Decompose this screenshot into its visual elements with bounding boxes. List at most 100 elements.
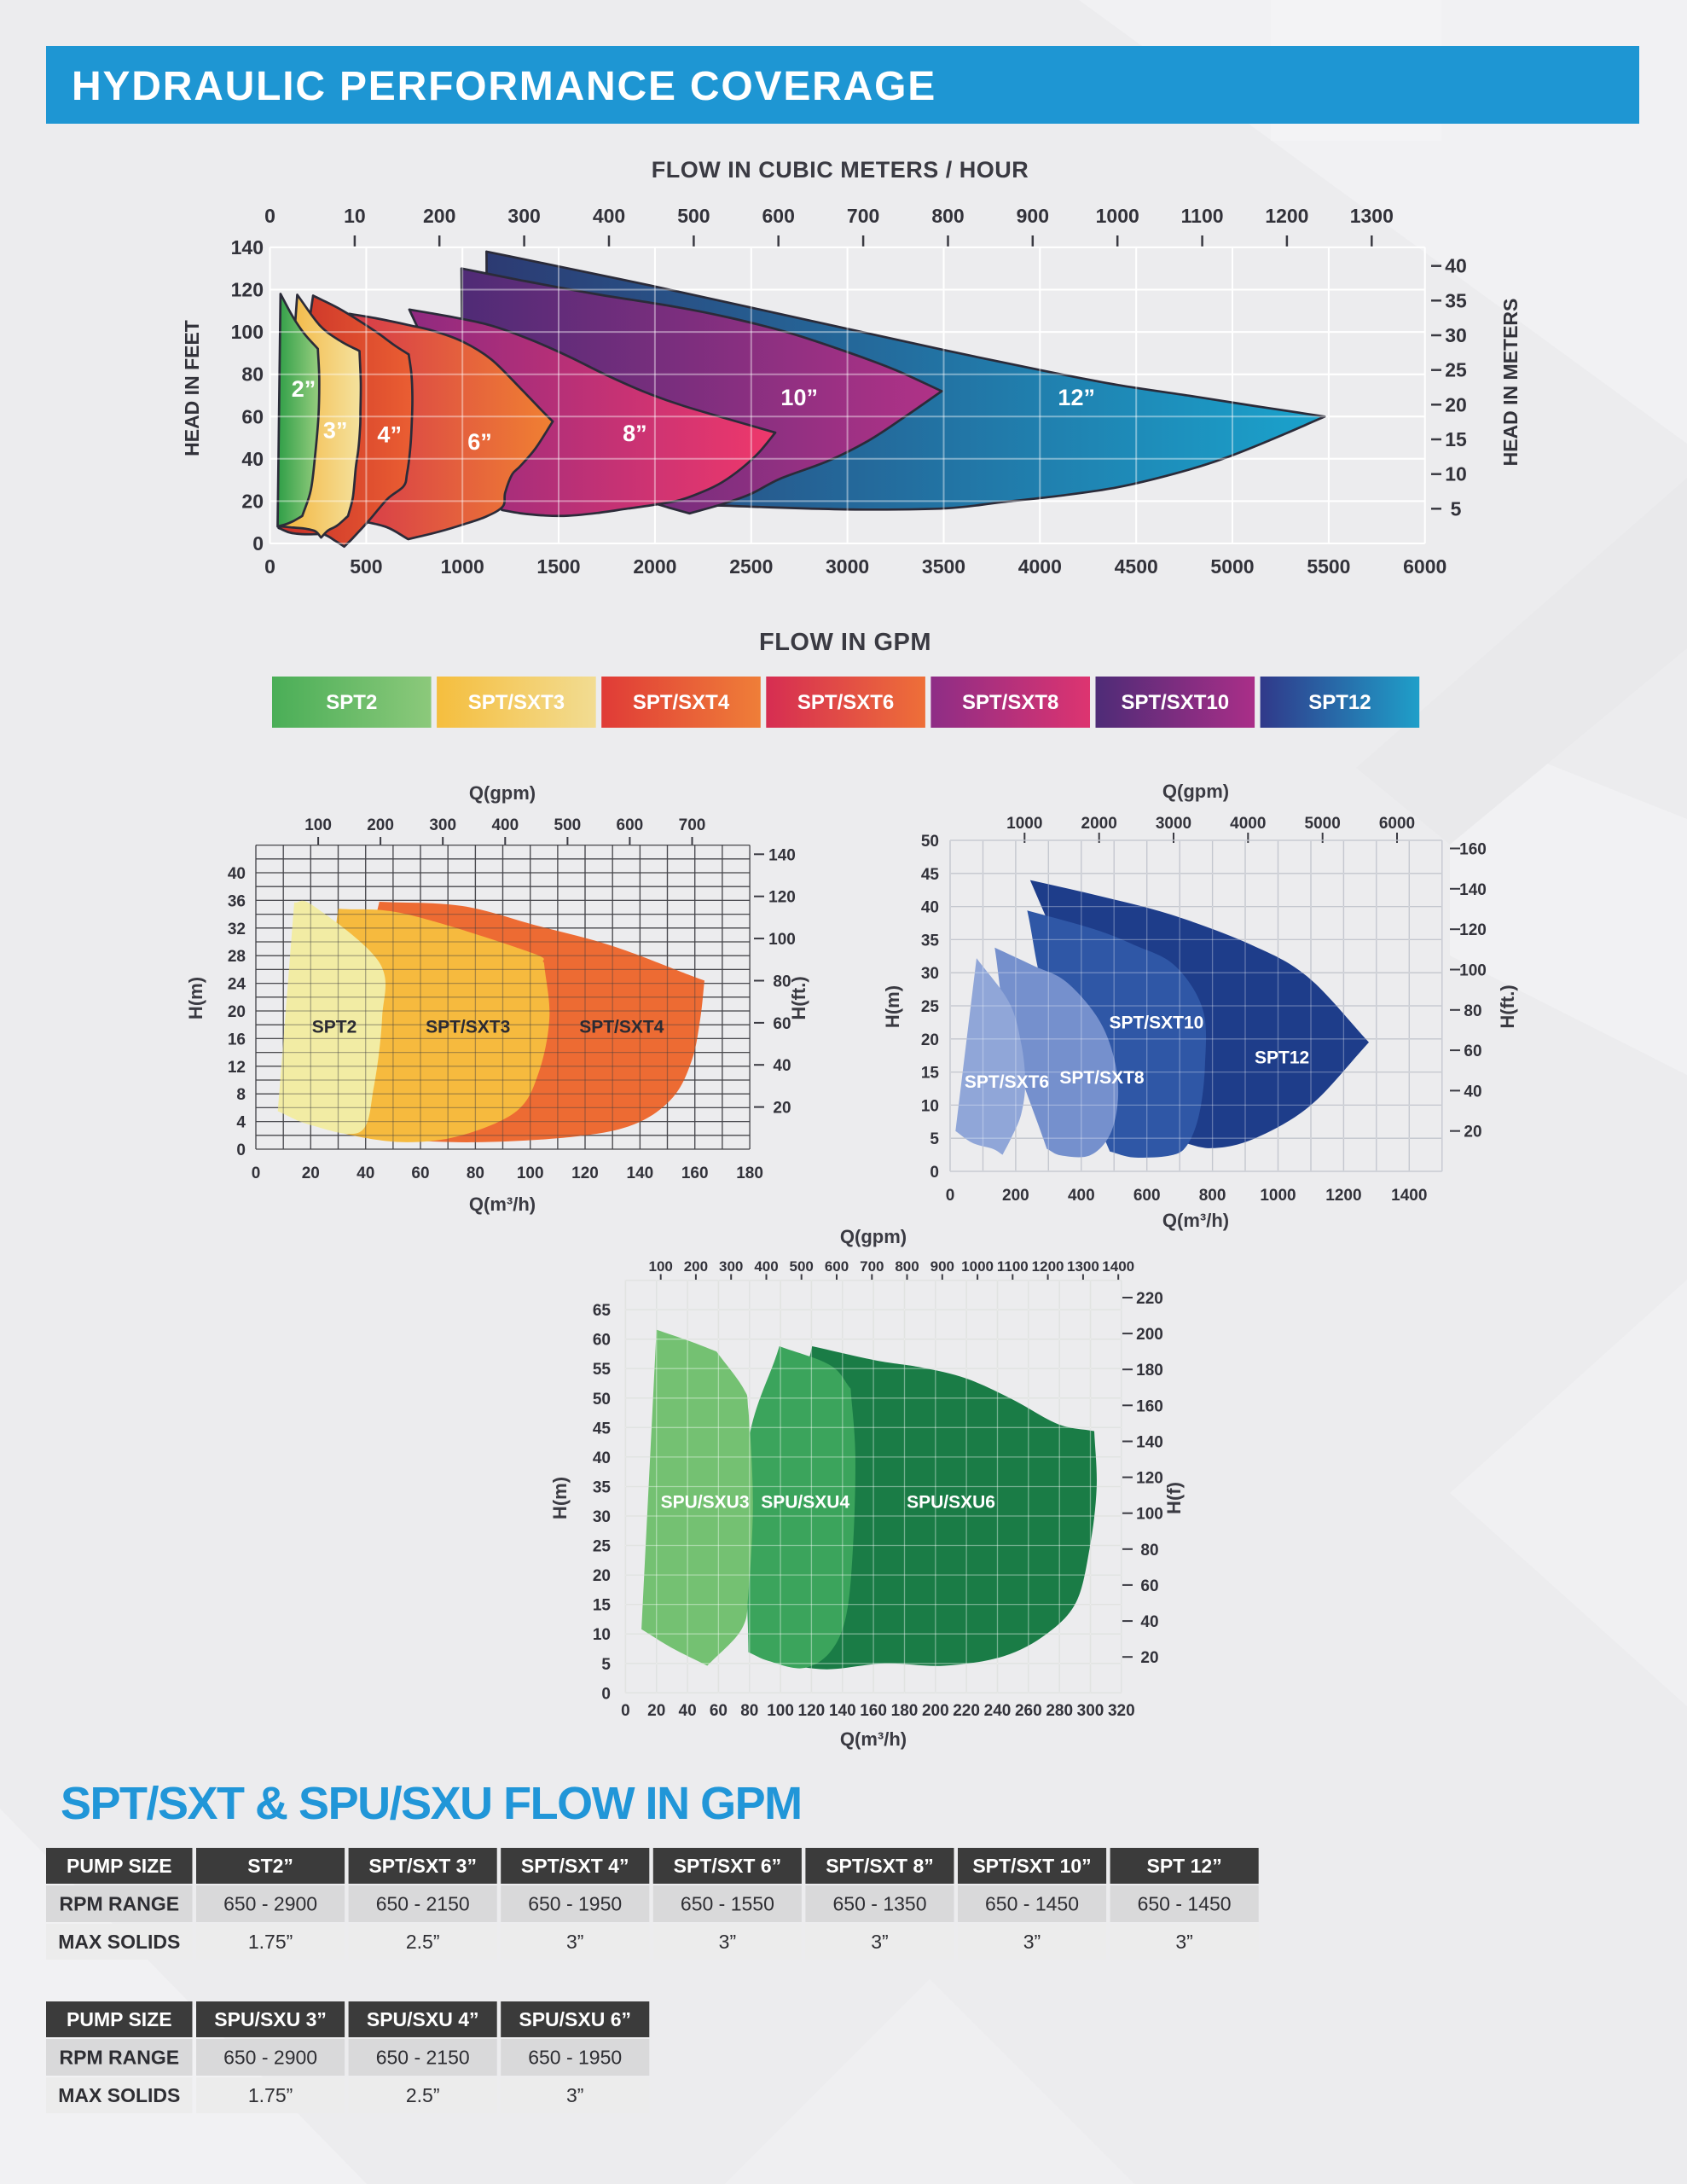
svg-text:H(m): H(m): [882, 985, 903, 1028]
svg-text:6000: 6000: [1379, 815, 1415, 833]
svg-text:40: 40: [773, 1057, 791, 1075]
svg-text:FLOW IN GPM: FLOW IN GPM: [759, 629, 931, 656]
svg-text:SPU/SXU6: SPU/SXU6: [907, 1492, 995, 1512]
svg-text:8”: 8”: [623, 421, 647, 446]
svg-text:60: 60: [710, 1702, 728, 1720]
svg-text:4000: 4000: [1230, 815, 1266, 833]
svg-text:300: 300: [507, 205, 540, 227]
svg-text:900: 900: [930, 1258, 954, 1275]
svg-text:28: 28: [228, 948, 246, 966]
svg-text:0: 0: [946, 1187, 955, 1205]
svg-text:3”: 3”: [1175, 1931, 1192, 1953]
svg-text:2.5”: 2.5”: [406, 1931, 440, 1953]
svg-text:12: 12: [228, 1059, 246, 1077]
svg-text:1100: 1100: [1181, 205, 1224, 227]
svg-text:35: 35: [1445, 289, 1467, 311]
svg-text:60: 60: [241, 405, 264, 427]
svg-text:600: 600: [825, 1258, 849, 1275]
svg-text:1.75”: 1.75”: [248, 1931, 293, 1953]
svg-text:4”: 4”: [377, 421, 402, 447]
svg-text:40: 40: [1140, 1613, 1158, 1631]
svg-text:SPU/SXU 6”: SPU/SXU 6”: [519, 2008, 631, 2030]
svg-text:32: 32: [228, 921, 246, 938]
svg-text:2.5”: 2.5”: [406, 2084, 440, 2106]
svg-text:1000: 1000: [441, 555, 484, 578]
svg-text:PUMP SIZE: PUMP SIZE: [67, 1855, 172, 1877]
svg-text:MAX SOLIDS: MAX SOLIDS: [58, 1931, 180, 1953]
svg-text:120: 120: [1459, 921, 1487, 939]
svg-text:3”: 3”: [871, 1931, 888, 1953]
svg-text:10: 10: [921, 1097, 939, 1115]
svg-text:120: 120: [768, 889, 796, 907]
svg-text:400: 400: [491, 816, 519, 834]
svg-text:55: 55: [593, 1361, 612, 1379]
svg-text:160: 160: [1136, 1397, 1163, 1415]
svg-text:10: 10: [1445, 463, 1467, 485]
svg-text:3”: 3”: [566, 1931, 583, 1953]
svg-text:5: 5: [1451, 497, 1462, 520]
svg-text:1100: 1100: [997, 1258, 1029, 1275]
svg-text:200: 200: [1136, 1326, 1163, 1344]
svg-text:1000: 1000: [1096, 205, 1139, 227]
svg-text:100: 100: [304, 816, 332, 834]
svg-text:400: 400: [754, 1258, 778, 1275]
svg-text:140: 140: [1136, 1434, 1163, 1452]
svg-text:SPT/SXT 8”: SPT/SXT 8”: [826, 1855, 934, 1877]
svg-text:SPT2: SPT2: [326, 691, 377, 714]
svg-text:180: 180: [1136, 1362, 1163, 1380]
svg-text:650 - 2900: 650 - 2900: [223, 1893, 317, 1915]
svg-text:Q(gpm): Q(gpm): [469, 782, 536, 804]
svg-text:12”: 12”: [1058, 385, 1095, 410]
svg-text:35: 35: [921, 932, 940, 950]
svg-text:40: 40: [357, 1165, 374, 1182]
svg-text:20: 20: [1445, 393, 1467, 415]
svg-text:30: 30: [593, 1508, 611, 1526]
svg-text:80: 80: [1464, 1002, 1481, 1020]
svg-text:5: 5: [930, 1130, 939, 1148]
svg-text:SPT/SXT 10”: SPT/SXT 10”: [972, 1855, 1091, 1877]
svg-text:200: 200: [922, 1702, 949, 1720]
svg-text:16: 16: [228, 1031, 246, 1048]
svg-text:100: 100: [231, 321, 264, 343]
svg-text:H(ft.): H(ft.): [788, 976, 809, 1019]
svg-text:SPT12: SPT12: [1255, 1048, 1309, 1068]
svg-text:800: 800: [895, 1258, 919, 1275]
svg-text:RPM RANGE: RPM RANGE: [60, 1893, 180, 1915]
svg-text:140: 140: [231, 236, 264, 258]
svg-text:25: 25: [921, 998, 940, 1016]
svg-text:1200: 1200: [1032, 1258, 1064, 1275]
svg-text:3”: 3”: [1023, 1931, 1041, 1953]
svg-text:0: 0: [621, 1702, 630, 1720]
svg-text:650 - 2900: 650 - 2900: [223, 2047, 317, 2069]
svg-text:15: 15: [593, 1597, 612, 1615]
svg-text:0: 0: [252, 1165, 261, 1182]
svg-text:220: 220: [953, 1702, 980, 1720]
svg-text:SPT/SXT6: SPT/SXT6: [965, 1072, 1049, 1092]
svg-text:320: 320: [1108, 1702, 1135, 1720]
svg-text:SPT2: SPT2: [312, 1018, 357, 1037]
svg-text:SPT/SXT 3”: SPT/SXT 3”: [368, 1855, 477, 1877]
svg-text:20: 20: [593, 1567, 611, 1585]
svg-text:60: 60: [411, 1165, 429, 1182]
svg-text:400: 400: [593, 205, 625, 227]
svg-text:35: 35: [593, 1479, 612, 1497]
svg-text:200: 200: [1002, 1187, 1029, 1205]
svg-text:SPT/SXT8: SPT/SXT8: [962, 691, 1058, 714]
svg-text:H(ft.): H(ft.): [1497, 985, 1518, 1028]
svg-text:240: 240: [984, 1702, 1012, 1720]
svg-text:40: 40: [921, 899, 939, 917]
svg-text:1400: 1400: [1391, 1187, 1427, 1205]
svg-text:2500: 2500: [729, 555, 773, 578]
svg-text:200: 200: [367, 816, 394, 834]
svg-text:0: 0: [264, 205, 275, 227]
svg-text:2000: 2000: [1081, 815, 1117, 833]
svg-text:Q(gpm): Q(gpm): [1162, 781, 1229, 802]
svg-text:SPT/SXT4: SPT/SXT4: [579, 1018, 664, 1037]
svg-text:1400: 1400: [1102, 1258, 1134, 1275]
svg-text:HEAD IN FEET: HEAD IN FEET: [181, 320, 203, 456]
svg-text:SPU/SXU4: SPU/SXU4: [761, 1492, 849, 1512]
svg-text:10: 10: [593, 1626, 611, 1644]
svg-text:SPT/SXT & SPU/SXU FLOW IN GPM: SPT/SXT & SPU/SXU FLOW IN GPM: [61, 1778, 802, 1829]
svg-text:600: 600: [617, 816, 644, 834]
svg-text:24: 24: [228, 976, 246, 994]
